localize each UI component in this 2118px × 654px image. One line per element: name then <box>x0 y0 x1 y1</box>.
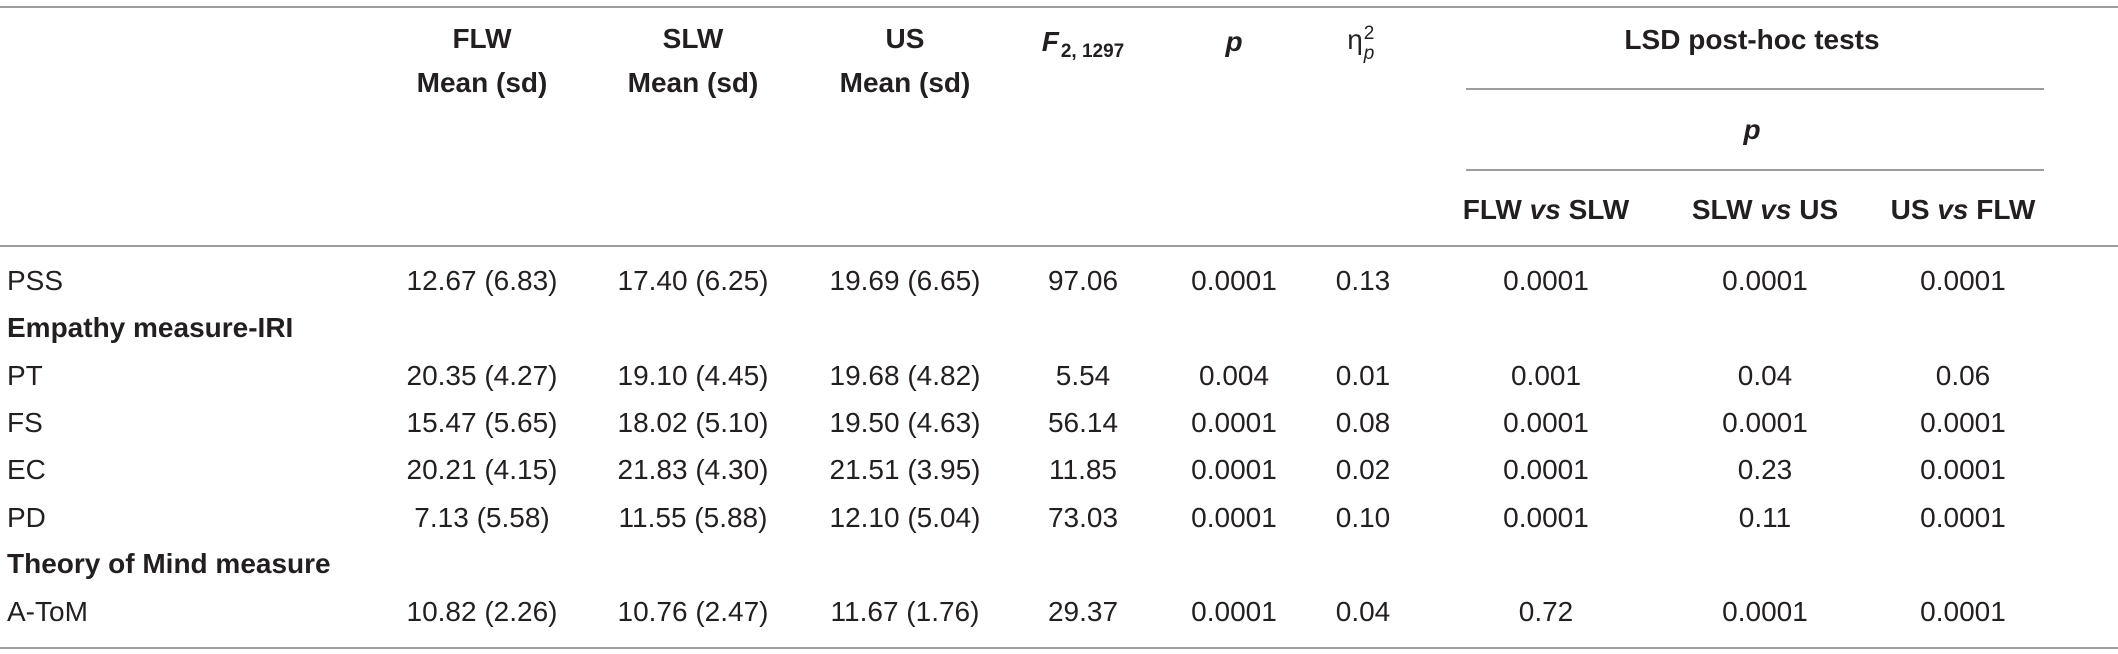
cell-us-flw: 0.0001 <box>1920 407 2006 438</box>
comparison-b: FLW <box>1976 194 2036 225</box>
cell-us-flw: 0.0001 <box>1920 502 2006 533</box>
cell-slw-us: 0.0001 <box>1722 407 1808 438</box>
cell-us-flw: 0.0001 <box>1920 596 2006 627</box>
cell-f: 97.06 <box>1047 265 1119 296</box>
cell-slw-us: 0.11 <box>1738 502 1792 533</box>
header-slw: SLW Mean (sd) <box>628 23 759 99</box>
cell-flw: 20.21 (4.15) <box>406 454 558 485</box>
comparison-vs: vs <box>1937 194 1969 225</box>
cell-slw: 18.02 (5.10) <box>617 407 769 438</box>
header-f-letter: F <box>1041 26 1059 57</box>
row-label: PD <box>7 502 46 533</box>
cell-slw: 21.83 (4.30) <box>617 454 769 485</box>
header-comparison-flw-slw: FLW vs SLW <box>1463 194 1629 226</box>
cell-f: 11.85 <box>1049 454 1117 485</box>
header-f-statistic: F 2, 1297 <box>1042 26 1125 62</box>
lsd-rule <box>1466 88 2044 90</box>
cell-eta: 0.04 <box>1335 596 1391 627</box>
header-us-group: US <box>885 23 925 54</box>
cell-flw-slw: 0.0001 <box>1503 454 1589 485</box>
cell-slw: 10.76 (2.47) <box>617 596 769 627</box>
cell-f: 73.03 <box>1047 502 1119 533</box>
cell-eta: 0.02 <box>1335 454 1391 485</box>
header-eta-symbol: η <box>1347 24 1363 55</box>
cell-slw-us: 0.0001 <box>1722 265 1808 296</box>
cell-us: 21.51 (3.95) <box>829 454 981 485</box>
bottom-rule <box>0 647 2118 649</box>
cell-us-flw: 0.0001 <box>1920 454 2006 485</box>
cell-flw-slw: 0.0001 <box>1503 407 1589 438</box>
header-comparison-slw-us: SLW vs US <box>1692 194 1838 226</box>
cell-eta: 0.01 <box>1335 360 1391 391</box>
cell-eta: 0.08 <box>1335 407 1391 438</box>
row-label: PT <box>7 360 43 391</box>
cell-slw: 11.55 (5.88) <box>618 502 768 533</box>
cell-flw: 10.82 (2.26) <box>406 596 558 627</box>
header-eta-sub: p <box>1363 43 1375 64</box>
header-bottom-rule <box>0 245 2118 247</box>
cell-us: 19.50 (4.63) <box>829 407 981 438</box>
header-slw-stat: Mean (sd) <box>627 67 759 98</box>
cell-f: 29.37 <box>1047 596 1119 627</box>
comparison-vs: vs <box>1529 194 1561 225</box>
header-lsd: LSD post-hoc tests <box>1624 24 1880 55</box>
cell-us: 11.67 (1.76) <box>830 596 980 627</box>
cell-slw-us: 0.23 <box>1737 454 1793 485</box>
comparison-a: SLW <box>1691 194 1753 225</box>
lsd-p-rule <box>1466 169 2044 171</box>
cell-flw-slw: 0.0001 <box>1503 265 1589 296</box>
cell-slw: 17.40 (6.25) <box>617 265 769 296</box>
header-flw-stat: Mean (sd) <box>416 67 548 98</box>
cell-us-flw: 0.0001 <box>1920 265 2006 296</box>
comparison-vs: vs <box>1760 194 1792 225</box>
cell-p: 0.0001 <box>1191 407 1277 438</box>
cell-us: 19.68 (4.82) <box>829 360 981 391</box>
cell-p: 0.004 <box>1198 360 1270 391</box>
cell-us: 19.69 (6.65) <box>829 265 981 296</box>
cell-eta: 0.13 <box>1335 265 1391 296</box>
cell-flw-slw: 0.72 <box>1518 596 1574 627</box>
section-heading: Theory of Mind measure <box>7 548 331 579</box>
cell-f: 56.14 <box>1047 407 1119 438</box>
cell-slw-us: 0.04 <box>1737 360 1793 391</box>
row-label: EC <box>7 454 46 485</box>
cell-flw: 12.67 (6.83) <box>406 265 558 296</box>
cell-flw-slw: 0.0001 <box>1503 502 1589 533</box>
header-flw-group: FLW <box>452 23 512 54</box>
comparison-b: US <box>1799 194 1839 225</box>
header-p: p <box>1225 26 1243 57</box>
comparison-a: US <box>1890 194 1930 225</box>
cell-us-flw: 0.06 <box>1935 360 1991 391</box>
cell-p: 0.0001 <box>1191 454 1277 485</box>
cell-slw: 19.10 (4.45) <box>617 360 769 391</box>
cell-us: 12.10 (5.04) <box>829 502 981 533</box>
cell-p: 0.0001 <box>1191 596 1277 627</box>
row-label: FS <box>7 407 43 438</box>
cell-p: 0.0001 <box>1191 502 1277 533</box>
comparison-a: FLW <box>1462 194 1522 225</box>
cell-slw-us: 0.0001 <box>1722 596 1808 627</box>
header-f-df: 2, 1297 <box>1060 41 1125 62</box>
cell-flw: 20.35 (4.27) <box>406 360 558 391</box>
cell-flw-slw: 0.001 <box>1510 360 1582 391</box>
cell-p: 0.0001 <box>1191 265 1277 296</box>
section-heading: Empathy measure-IRI <box>7 312 294 343</box>
header-us: US Mean (sd) <box>840 23 971 99</box>
header-slw-group: SLW <box>662 23 724 54</box>
comparison-b: SLW <box>1568 194 1630 225</box>
header-us-stat: Mean (sd) <box>839 67 971 98</box>
cell-f: 5.54 <box>1055 360 1111 391</box>
header-lsd-p: p <box>1743 114 1761 145</box>
header-comparison-us-flw: US vs FLW <box>1891 194 2036 226</box>
top-rule <box>0 6 2118 8</box>
cell-flw: 7.13 (5.58) <box>414 502 550 533</box>
cell-flw: 15.47 (5.65) <box>406 407 558 438</box>
header-eta-sup: 2 <box>1363 23 1375 44</box>
cell-eta: 0.10 <box>1335 502 1391 533</box>
row-label: A-ToM <box>7 596 88 627</box>
header-flw: FLW Mean (sd) <box>417 23 548 99</box>
row-label: PSS <box>7 265 64 296</box>
